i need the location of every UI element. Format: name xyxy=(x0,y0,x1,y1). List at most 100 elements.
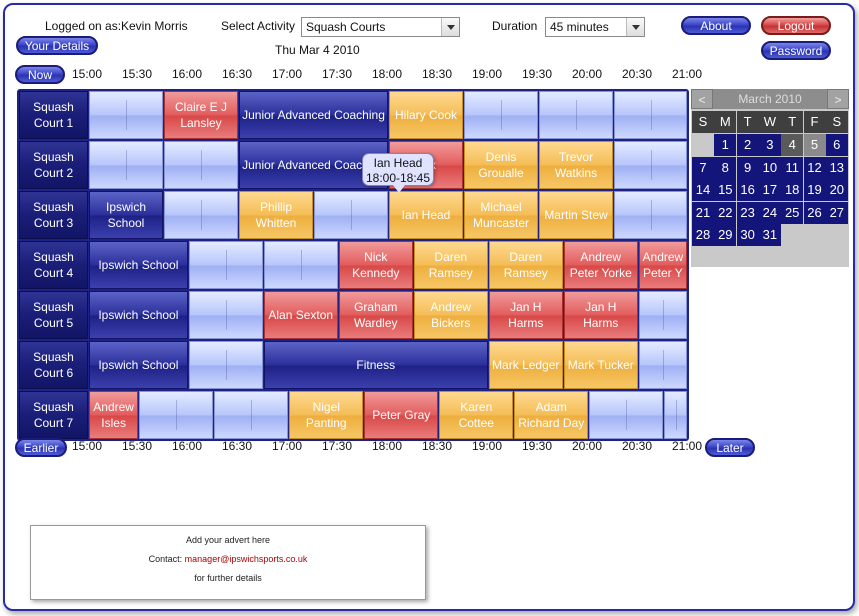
booking-slot[interactable]: Andrew Peter Yorke xyxy=(563,241,638,289)
booking-slot[interactable]: Ipswich School xyxy=(89,241,188,289)
calendar-day[interactable]: 30 xyxy=(736,224,759,246)
calendar-day[interactable]: 4 xyxy=(781,134,804,156)
calendar-day[interactable]: 29 xyxy=(714,224,737,246)
free-slot[interactable] xyxy=(214,391,289,439)
calendar-day[interactable]: 2 xyxy=(736,134,759,156)
time-label: 21:00 xyxy=(671,67,703,81)
free-slot[interactable] xyxy=(164,141,238,189)
calendar-day[interactable]: 9 xyxy=(736,156,759,179)
booking-slot[interactable]: Graham Wardley xyxy=(338,291,413,339)
booking-slot[interactable]: Nigel Panting xyxy=(289,391,364,439)
booking-slot[interactable]: Junior Advanced Coaching xyxy=(239,91,388,139)
time-label: 21:00 xyxy=(671,439,703,453)
calendar-day[interactable]: 13 xyxy=(825,156,848,179)
booking-slot[interactable]: Martin Stew xyxy=(539,191,613,239)
booking-slot[interactable]: Andrew Peter Y xyxy=(638,241,687,289)
booking-slot[interactable]: Mark Ledger xyxy=(488,341,563,389)
free-slot[interactable] xyxy=(263,241,338,289)
booking-slot[interactable]: Phillip Whitten xyxy=(239,191,313,239)
booking-slot[interactable]: Ipswich School xyxy=(89,191,163,239)
free-slot[interactable] xyxy=(464,91,538,139)
about-button[interactable]: About xyxy=(681,16,751,35)
password-button[interactable]: Password xyxy=(761,41,831,60)
free-slot[interactable] xyxy=(89,91,163,139)
free-slot[interactable] xyxy=(164,191,238,239)
booking-slot[interactable]: Alan Sexton xyxy=(263,291,338,339)
booking-slot[interactable]: Daren Ramsey xyxy=(488,241,563,289)
booking-slot[interactable]: Ian Head xyxy=(389,191,463,239)
free-slot[interactable] xyxy=(614,91,687,139)
booking-slot[interactable]: Andrew Isles xyxy=(89,391,139,439)
logout-button[interactable]: Logout xyxy=(761,16,831,35)
calendar-day[interactable]: 8 xyxy=(714,156,737,179)
duration-select[interactable]: 45 minutes xyxy=(545,17,645,37)
free-slot[interactable] xyxy=(614,141,687,189)
calendar-day[interactable]: 1 xyxy=(714,134,737,156)
booking-slot[interactable]: Peter Gray xyxy=(364,391,439,439)
booking-slot[interactable]: Denis Groualle xyxy=(464,141,538,189)
calendar-day[interactable]: 18 xyxy=(781,179,804,201)
booking-slot[interactable]: Nick Kennedy xyxy=(338,241,413,289)
booking-slot[interactable]: Ipswich School xyxy=(89,291,188,339)
free-slot[interactable] xyxy=(188,291,263,339)
calendar-day[interactable]: 21 xyxy=(692,201,714,224)
chevron-down-icon[interactable] xyxy=(441,18,459,36)
calendar-day[interactable]: 5 xyxy=(803,134,826,156)
earlier-button[interactable]: Earlier xyxy=(15,438,67,457)
free-slot[interactable] xyxy=(89,141,163,189)
booking-slot[interactable]: Michael Muncaster xyxy=(464,191,538,239)
your-details-button[interactable]: Your Details xyxy=(16,36,98,55)
calendar-day[interactable]: 12 xyxy=(803,156,826,179)
free-slot[interactable] xyxy=(314,191,388,239)
booking-slot[interactable]: Daren Ramsey xyxy=(413,241,488,289)
calendar-day[interactable]: 22 xyxy=(714,201,737,224)
calendar-day[interactable]: 16 xyxy=(736,179,759,201)
calendar-day[interactable]: 17 xyxy=(758,179,781,201)
calendar-day[interactable]: 27 xyxy=(825,201,848,224)
calendar-day[interactable]: 23 xyxy=(736,201,759,224)
chevron-down-icon[interactable] xyxy=(626,18,644,36)
free-slot[interactable] xyxy=(188,241,263,289)
calendar-day[interactable]: 20 xyxy=(825,179,848,201)
calendar-day[interactable]: 14 xyxy=(692,179,714,201)
calendar-day[interactable]: 26 xyxy=(803,201,826,224)
booking-slot[interactable]: Ipswich School xyxy=(89,341,188,389)
free-slot[interactable] xyxy=(614,191,687,239)
booking-slot[interactable]: Karen Cottee xyxy=(439,391,514,439)
booking-slot[interactable]: Jan H Harms xyxy=(563,291,638,339)
calendar-day[interactable]: 25 xyxy=(781,201,804,224)
booking-slot[interactable]: Hilary Cook xyxy=(389,91,463,139)
booking-slot[interactable]: Mark Tucker xyxy=(563,341,638,389)
calendar-day[interactable]: 6 xyxy=(825,134,848,156)
booking-slot[interactable]: Trevor Watkins xyxy=(539,141,613,189)
booking-slot[interactable]: Fitness xyxy=(263,341,488,389)
booking-slot[interactable]: Claire E J Lansley xyxy=(164,91,238,139)
now-button[interactable]: Now xyxy=(15,65,65,84)
calendar-day[interactable]: 15 xyxy=(714,179,737,201)
activity-select[interactable]: Squash Courts xyxy=(301,17,460,37)
calendar-day[interactable]: 10 xyxy=(758,156,781,179)
free-slot[interactable] xyxy=(589,391,664,439)
calendar-day[interactable]: 28 xyxy=(692,224,714,246)
calendar-day[interactable]: 11 xyxy=(781,156,804,179)
free-slot[interactable] xyxy=(539,91,613,139)
calendar-prev-icon[interactable]: < xyxy=(691,89,713,109)
free-slot[interactable] xyxy=(139,391,214,439)
calendar-day[interactable]: 31 xyxy=(758,224,781,246)
calendar-day[interactable]: 24 xyxy=(758,201,781,224)
time-label: 20:00 xyxy=(571,439,603,453)
booking-slot[interactable]: Adam Richard Day xyxy=(514,391,589,439)
advert-email-link[interactable]: manager@ipswichsports.co.uk xyxy=(184,554,308,564)
calendar-next-icon[interactable]: > xyxy=(827,89,849,109)
booking-slot[interactable]: Andrew Bickers xyxy=(413,291,488,339)
free-slot[interactable] xyxy=(664,391,687,439)
calendar-day[interactable]: 3 xyxy=(758,134,781,156)
calendar-day[interactable]: 7 xyxy=(692,156,714,179)
free-slot[interactable] xyxy=(638,291,687,339)
free-slot[interactable] xyxy=(638,341,687,389)
later-button[interactable]: Later xyxy=(705,438,755,457)
booking-slot[interactable]: Jan H Harms xyxy=(488,291,563,339)
calendar-day[interactable]: 19 xyxy=(803,179,826,201)
free-slot[interactable] xyxy=(188,341,263,389)
time-label: 15:30 xyxy=(121,67,153,81)
